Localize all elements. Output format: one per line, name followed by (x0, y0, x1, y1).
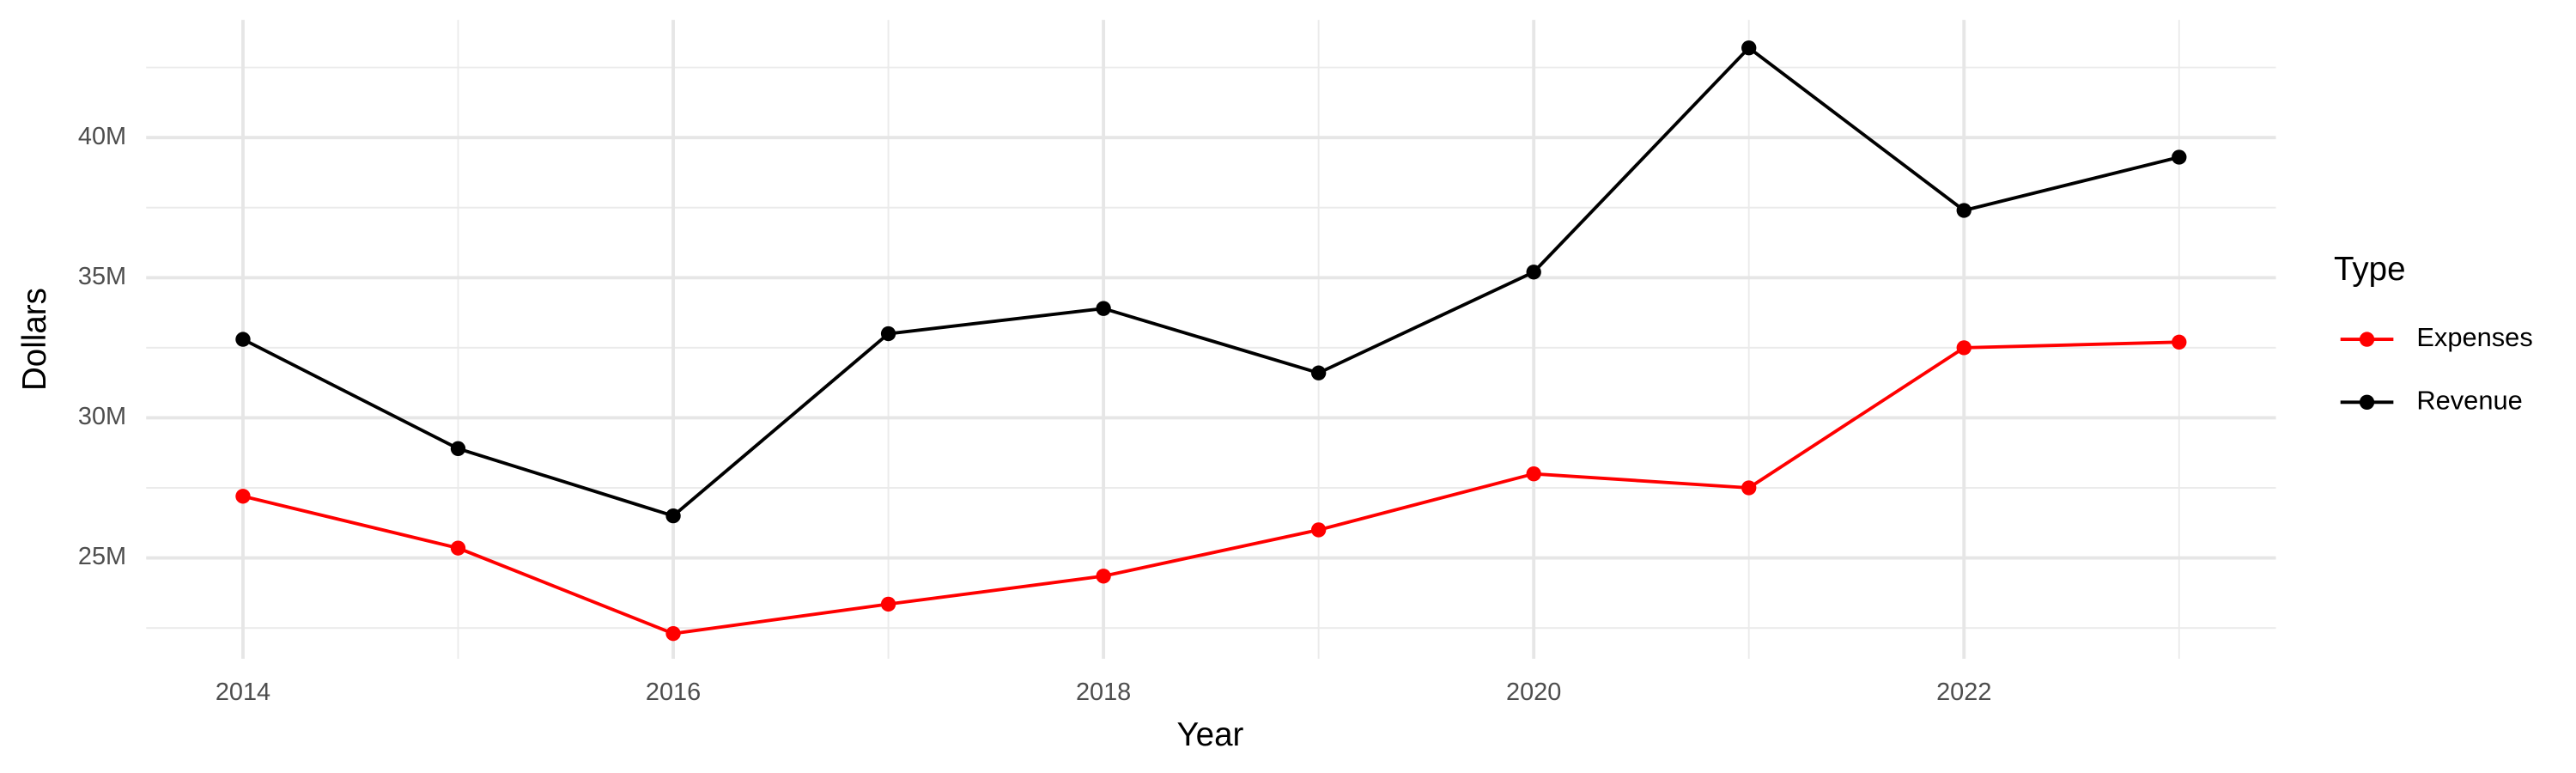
y-tick-label: 35M (78, 263, 126, 290)
data-point (450, 441, 466, 456)
data-point (1741, 480, 1757, 496)
y-tick-label: 30M (78, 403, 126, 430)
x-tick-label: 2018 (1076, 679, 1131, 706)
x-tick-label: 2016 (646, 679, 701, 706)
legend-title: Type (2334, 251, 2406, 288)
legend-label: Expenses (2416, 322, 2532, 352)
y-axis-title: Dollars (16, 288, 53, 391)
legend-key-point (2359, 332, 2375, 347)
y-tick-label: 25M (78, 543, 126, 570)
data-point (1956, 203, 1971, 218)
data-point (665, 508, 681, 524)
series-line (242, 340, 2179, 636)
data-point (880, 596, 896, 612)
x-tick-label: 2022 (1936, 679, 1991, 706)
legend-label: Revenue (2416, 385, 2522, 415)
data-point (235, 489, 251, 504)
x-tick-label: 2020 (1506, 679, 1561, 706)
data-point (1310, 522, 1327, 538)
x-axis-title: Year (1176, 716, 1243, 753)
data-point (665, 625, 681, 642)
data-point (1096, 301, 1111, 316)
data-point (1096, 569, 1111, 584)
data-point (1741, 40, 1757, 56)
data-point (1310, 365, 1327, 380)
x-tick-label: 2014 (216, 679, 270, 706)
data-point (2172, 149, 2187, 165)
data-point (1956, 340, 1971, 356)
data-point (1526, 466, 1541, 482)
legend-key-point (2359, 394, 2375, 410)
data-point (880, 326, 896, 342)
y-tick-label: 40M (78, 123, 126, 150)
data-point (1526, 265, 1541, 280)
series-line (242, 46, 2180, 518)
data-point (2172, 334, 2187, 350)
data-point (235, 332, 251, 347)
data-point (450, 540, 466, 556)
